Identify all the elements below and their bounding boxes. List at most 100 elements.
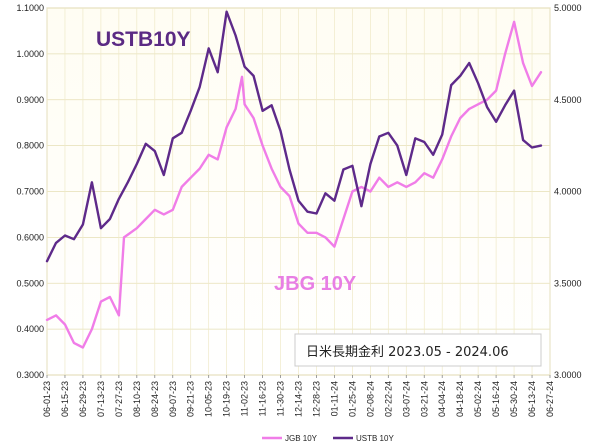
data-point-ustb — [540, 145, 542, 147]
x-tick-label: 01-25-24 — [347, 381, 357, 417]
x-tick-label: 12-14-23 — [294, 381, 304, 417]
data-point-jgb — [423, 172, 425, 174]
data-point-ustb — [244, 66, 246, 68]
data-point-ustb — [154, 150, 156, 152]
x-tick-label: 05-16-24 — [491, 381, 501, 417]
data-point-ustb — [351, 165, 353, 167]
data-point-ustb — [513, 90, 515, 92]
legend-label-ustb: USTB 10Y — [356, 434, 394, 443]
data-point-jgb — [306, 232, 309, 234]
data-point-jgb — [217, 158, 219, 160]
data-point-ustb — [226, 11, 228, 13]
left-tick-label: 0.8000 — [16, 141, 44, 151]
data-point-jgb — [271, 168, 273, 170]
data-point-ustb — [333, 200, 335, 202]
data-point-jgb — [55, 314, 57, 316]
x-tick-label: 04-18-24 — [455, 381, 465, 417]
data-point-ustb — [172, 137, 174, 139]
x-tick-label: 03-21-24 — [419, 381, 429, 417]
data-point-ustb — [531, 146, 533, 149]
data-point-ustb — [127, 181, 129, 183]
data-point-ustb — [217, 71, 219, 73]
data-point-jgb — [181, 186, 183, 188]
data-point-ustb — [360, 205, 362, 207]
x-axis: 06-01-23 06-15-23 06-29-23 07-13-23 07-27-23… — [42, 375, 555, 417]
x-tick-label: 02-08-24 — [365, 381, 375, 417]
data-point-ustb — [504, 104, 506, 106]
data-point-jgb — [163, 213, 165, 215]
data-point-ustb — [468, 62, 470, 64]
data-point-ustb — [46, 260, 48, 262]
data-point-jgb — [145, 218, 147, 220]
title-box — [294, 333, 542, 367]
data-point-ustb — [396, 145, 398, 147]
data-point-jgb — [387, 186, 389, 188]
data-point-jgb — [324, 236, 326, 238]
data-point-jgb — [91, 328, 93, 330]
x-tick-label: 06-29-23 — [78, 381, 88, 417]
data-point-jgb — [253, 117, 255, 119]
data-point-jgb — [378, 177, 380, 179]
data-point-ustb — [288, 168, 291, 171]
data-point-ustb — [109, 218, 111, 220]
x-tick-label: 10-05-23 — [204, 381, 214, 417]
data-point-jgb — [288, 195, 291, 197]
data-point-ustb — [163, 174, 165, 176]
data-point-ustb — [136, 163, 138, 165]
data-point-jgb — [235, 108, 237, 110]
series-lines — [45, 10, 543, 349]
data-point-ustb — [235, 34, 237, 37]
data-point-jgb — [504, 53, 506, 55]
left-tick-label: 0.7000 — [16, 187, 44, 197]
data-point-ustb — [181, 132, 183, 134]
data-point-ustb — [306, 211, 309, 213]
data-point-ustb — [82, 223, 84, 226]
data-point-ustb — [459, 75, 461, 77]
data-point-jgb — [441, 158, 443, 160]
data-point-ustb — [495, 121, 497, 123]
data-point-jgb — [123, 236, 125, 238]
x-tick-label: 07-13-23 — [96, 381, 106, 417]
data-point-jgb — [241, 76, 243, 78]
chart-title: 日米長期金利 2023.05 - 2024.06 — [306, 344, 509, 360]
data-point-jgb — [297, 223, 300, 225]
data-point-jgb — [477, 103, 479, 105]
data-point-jgb — [100, 301, 102, 303]
data-point-jgb — [199, 168, 201, 170]
x-tick-label: 08-10-23 — [132, 381, 142, 417]
data-point-ustb — [64, 234, 66, 237]
data-point-jgb — [190, 177, 192, 179]
data-point-jgb — [351, 190, 353, 193]
left-tick-label: 0.5000 — [16, 278, 44, 288]
data-point-ustb — [91, 181, 93, 183]
data-point-jgb — [396, 181, 398, 183]
data-point-jgb — [64, 323, 66, 326]
data-point-jgb — [109, 296, 111, 298]
x-tick-label: 11-16-23 — [258, 381, 268, 416]
data-point-ustb — [486, 106, 488, 108]
data-point-ustb — [522, 139, 524, 141]
data-point-jgb — [244, 103, 246, 105]
left-tick-label: 0.9000 — [16, 95, 44, 105]
data-point-ustb — [405, 174, 407, 176]
data-point-ustb — [279, 130, 282, 132]
data-point-ustb — [55, 242, 57, 244]
data-point-jgb — [73, 342, 75, 344]
data-point-ustb — [118, 198, 120, 200]
data-point-ustb — [262, 110, 264, 112]
data-point-ustb — [324, 192, 326, 194]
data-point-jgb — [315, 232, 318, 234]
data-point-jgb — [262, 145, 264, 147]
series-line-ustb — [45, 10, 543, 263]
left-tick-label: 1.0000 — [16, 49, 44, 59]
data-point-ustb — [73, 238, 75, 240]
data-point-ustb — [271, 104, 273, 106]
x-tick-label: 09-07-23 — [168, 381, 178, 417]
x-tick-label: 11-02-23 — [240, 381, 250, 416]
left-tick-label: 0.3000 — [16, 370, 44, 380]
data-point-jgb — [172, 209, 174, 211]
x-tick-label: 05-30-24 — [509, 381, 519, 417]
data-point-ustb — [297, 200, 300, 202]
data-point-jgb — [360, 186, 362, 188]
